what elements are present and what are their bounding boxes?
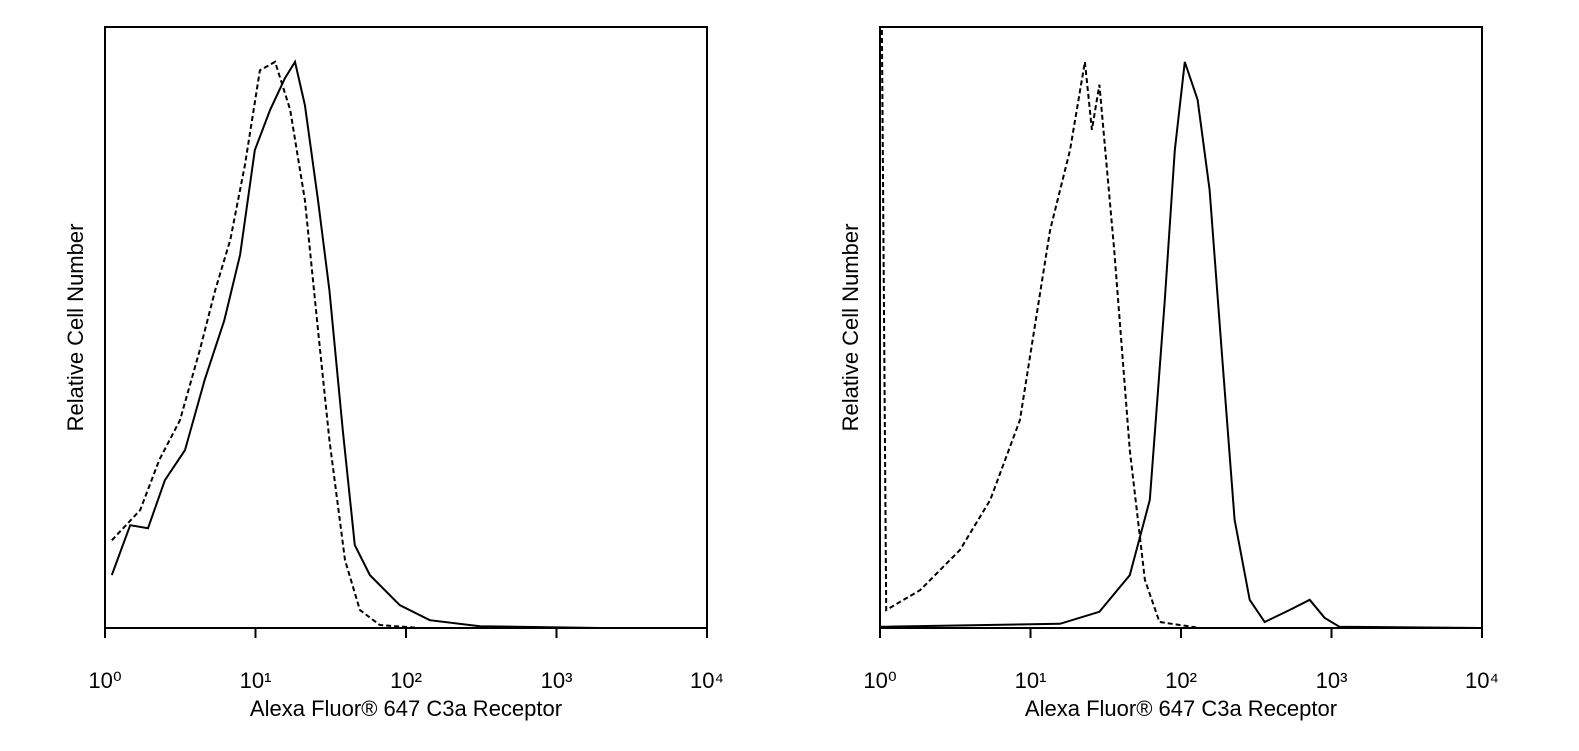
x-tick-label: 10³	[1316, 668, 1348, 693]
x-tick-label: 10²	[390, 668, 422, 693]
histogram-line	[879, 61, 1483, 629]
plot-frame	[104, 26, 708, 629]
x-axis-label: Alexa Fluor® 647 C3a Receptor	[250, 696, 562, 721]
x-tick-label: 10²	[1165, 668, 1197, 693]
histogram-line	[880, 29, 1482, 629]
x-tick-label: 10⁴	[690, 668, 724, 693]
x-tick-label: 10¹	[240, 668, 272, 693]
y-axis-label: Relative Cell Number	[838, 224, 863, 432]
histogram-line	[111, 60, 707, 629]
x-axis-label: Alexa Fluor® 647 C3a Receptor	[1025, 696, 1337, 721]
plot-frame	[879, 26, 1483, 629]
x-tick-label: 10⁴	[1465, 668, 1499, 693]
x-tick-label: 10¹	[1015, 668, 1047, 693]
x-tick-label: 10⁰	[88, 668, 121, 693]
histogram-line	[110, 59, 707, 629]
x-tick-label: 10³	[541, 668, 573, 693]
y-axis-label: Relative Cell Number	[63, 224, 88, 432]
x-tick-label: 10⁰	[863, 668, 896, 693]
